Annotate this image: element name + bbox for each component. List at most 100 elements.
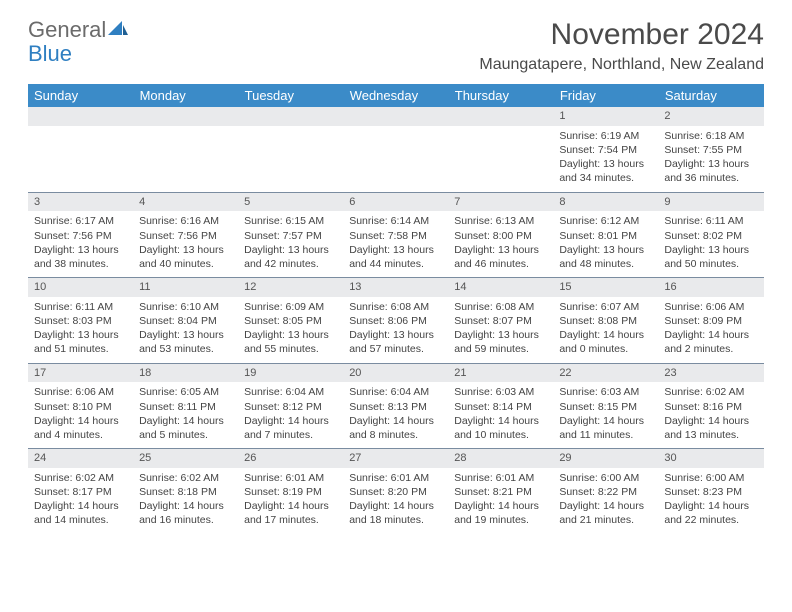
day-details: Sunrise: 6:07 AMSunset: 8:08 PMDaylight:… <box>553 297 658 363</box>
day-details: Sunrise: 6:12 AMSunset: 8:01 PMDaylight:… <box>553 211 658 277</box>
day-number: 13 <box>343 278 448 297</box>
day-details: Sunrise: 6:08 AMSunset: 8:06 PMDaylight:… <box>343 297 448 363</box>
day-details: Sunrise: 6:03 AMSunset: 8:14 PMDaylight:… <box>448 382 553 448</box>
day-number: 6 <box>343 193 448 212</box>
weekday-header: Tuesday <box>238 84 343 107</box>
calendar-cell: 1Sunrise: 6:19 AMSunset: 7:54 PMDaylight… <box>553 107 658 192</box>
day-number: 29 <box>553 449 658 468</box>
day-details: Sunrise: 6:11 AMSunset: 8:02 PMDaylight:… <box>658 211 763 277</box>
day-number: 16 <box>658 278 763 297</box>
calendar-cell: 21Sunrise: 6:03 AMSunset: 8:14 PMDayligh… <box>448 363 553 449</box>
day-details: Sunrise: 6:08 AMSunset: 8:07 PMDaylight:… <box>448 297 553 363</box>
day-number: 25 <box>133 449 238 468</box>
day-details: Sunrise: 6:02 AMSunset: 8:18 PMDaylight:… <box>133 468 238 534</box>
day-details: Sunrise: 6:00 AMSunset: 8:22 PMDaylight:… <box>553 468 658 534</box>
day-number: 4 <box>133 193 238 212</box>
header: General Blue November 2024 Maungatapere,… <box>28 18 764 74</box>
day-details: Sunrise: 6:19 AMSunset: 7:54 PMDaylight:… <box>553 126 658 192</box>
calendar-table: SundayMondayTuesdayWednesdayThursdayFrid… <box>28 84 764 534</box>
day-number: 30 <box>658 449 763 468</box>
day-number: 18 <box>133 364 238 383</box>
day-details: Sunrise: 6:09 AMSunset: 8:05 PMDaylight:… <box>238 297 343 363</box>
calendar-cell: 2Sunrise: 6:18 AMSunset: 7:55 PMDaylight… <box>658 107 763 192</box>
calendar-cell: 16Sunrise: 6:06 AMSunset: 8:09 PMDayligh… <box>658 278 763 364</box>
calendar-cell: 24Sunrise: 6:02 AMSunset: 8:17 PMDayligh… <box>28 449 133 534</box>
month-title: November 2024 <box>479 18 764 52</box>
day-details: Sunrise: 6:06 AMSunset: 8:10 PMDaylight:… <box>28 382 133 448</box>
day-number: 1 <box>553 107 658 126</box>
day-number: 22 <box>553 364 658 383</box>
day-details: Sunrise: 6:14 AMSunset: 7:58 PMDaylight:… <box>343 211 448 277</box>
day-number: 14 <box>448 278 553 297</box>
calendar-cell: 29Sunrise: 6:00 AMSunset: 8:22 PMDayligh… <box>553 449 658 534</box>
brand-general: General <box>28 17 106 42</box>
day-number: 27 <box>343 449 448 468</box>
calendar-cell: 4Sunrise: 6:16 AMSunset: 7:56 PMDaylight… <box>133 192 238 278</box>
calendar-cell: 17Sunrise: 6:06 AMSunset: 8:10 PMDayligh… <box>28 363 133 449</box>
day-details: Sunrise: 6:05 AMSunset: 8:11 PMDaylight:… <box>133 382 238 448</box>
day-details: Sunrise: 6:01 AMSunset: 8:20 PMDaylight:… <box>343 468 448 534</box>
day-number: 7 <box>448 193 553 212</box>
calendar-cell: 18Sunrise: 6:05 AMSunset: 8:11 PMDayligh… <box>133 363 238 449</box>
day-number: 23 <box>658 364 763 383</box>
day-details: Sunrise: 6:01 AMSunset: 8:21 PMDaylight:… <box>448 468 553 534</box>
calendar-cell: 25Sunrise: 6:02 AMSunset: 8:18 PMDayligh… <box>133 449 238 534</box>
day-number: 28 <box>448 449 553 468</box>
calendar-cell: 7Sunrise: 6:13 AMSunset: 8:00 PMDaylight… <box>448 192 553 278</box>
logo-sail-icon <box>108 21 128 42</box>
calendar-cell: 23Sunrise: 6:02 AMSunset: 8:16 PMDayligh… <box>658 363 763 449</box>
day-number: 8 <box>553 193 658 212</box>
calendar-cell: 10Sunrise: 6:11 AMSunset: 8:03 PMDayligh… <box>28 278 133 364</box>
calendar-cell: 27Sunrise: 6:01 AMSunset: 8:20 PMDayligh… <box>343 449 448 534</box>
weekday-header: Thursday <box>448 84 553 107</box>
calendar-cell <box>28 107 133 192</box>
location: Maungatapere, Northland, New Zealand <box>479 56 764 74</box>
calendar-cell: 3Sunrise: 6:17 AMSunset: 7:56 PMDaylight… <box>28 192 133 278</box>
day-number: 26 <box>238 449 343 468</box>
day-number: 19 <box>238 364 343 383</box>
brand-logo: General Blue <box>28 18 128 66</box>
weekday-header: Saturday <box>658 84 763 107</box>
calendar-cell: 14Sunrise: 6:08 AMSunset: 8:07 PMDayligh… <box>448 278 553 364</box>
calendar-cell <box>448 107 553 192</box>
day-details: Sunrise: 6:18 AMSunset: 7:55 PMDaylight:… <box>658 126 763 192</box>
day-details: Sunrise: 6:00 AMSunset: 8:23 PMDaylight:… <box>658 468 763 534</box>
day-details: Sunrise: 6:06 AMSunset: 8:09 PMDaylight:… <box>658 297 763 363</box>
day-number: 15 <box>553 278 658 297</box>
day-details: Sunrise: 6:10 AMSunset: 8:04 PMDaylight:… <box>133 297 238 363</box>
calendar-cell: 5Sunrise: 6:15 AMSunset: 7:57 PMDaylight… <box>238 192 343 278</box>
brand-blue: Blue <box>28 41 72 66</box>
calendar-cell <box>238 107 343 192</box>
calendar-cell: 8Sunrise: 6:12 AMSunset: 8:01 PMDaylight… <box>553 192 658 278</box>
day-number: 3 <box>28 193 133 212</box>
calendar-cell: 12Sunrise: 6:09 AMSunset: 8:05 PMDayligh… <box>238 278 343 364</box>
day-number: 20 <box>343 364 448 383</box>
day-details: Sunrise: 6:17 AMSunset: 7:56 PMDaylight:… <box>28 211 133 277</box>
day-details: Sunrise: 6:02 AMSunset: 8:17 PMDaylight:… <box>28 468 133 534</box>
day-number: 12 <box>238 278 343 297</box>
day-details: Sunrise: 6:02 AMSunset: 8:16 PMDaylight:… <box>658 382 763 448</box>
calendar-cell <box>343 107 448 192</box>
day-details: Sunrise: 6:01 AMSunset: 8:19 PMDaylight:… <box>238 468 343 534</box>
day-number: 5 <box>238 193 343 212</box>
calendar-cell: 20Sunrise: 6:04 AMSunset: 8:13 PMDayligh… <box>343 363 448 449</box>
calendar-cell: 28Sunrise: 6:01 AMSunset: 8:21 PMDayligh… <box>448 449 553 534</box>
calendar-cell: 26Sunrise: 6:01 AMSunset: 8:19 PMDayligh… <box>238 449 343 534</box>
calendar-cell: 11Sunrise: 6:10 AMSunset: 8:04 PMDayligh… <box>133 278 238 364</box>
day-details: Sunrise: 6:15 AMSunset: 7:57 PMDaylight:… <box>238 211 343 277</box>
weekday-header: Wednesday <box>343 84 448 107</box>
day-details: Sunrise: 6:04 AMSunset: 8:12 PMDaylight:… <box>238 382 343 448</box>
calendar-cell: 15Sunrise: 6:07 AMSunset: 8:08 PMDayligh… <box>553 278 658 364</box>
calendar-cell: 9Sunrise: 6:11 AMSunset: 8:02 PMDaylight… <box>658 192 763 278</box>
day-number: 17 <box>28 364 133 383</box>
weekday-header: Friday <box>553 84 658 107</box>
day-details: Sunrise: 6:03 AMSunset: 8:15 PMDaylight:… <box>553 382 658 448</box>
day-number: 21 <box>448 364 553 383</box>
day-number: 2 <box>658 107 763 126</box>
day-details: Sunrise: 6:11 AMSunset: 8:03 PMDaylight:… <box>28 297 133 363</box>
day-number: 24 <box>28 449 133 468</box>
day-details: Sunrise: 6:04 AMSunset: 8:13 PMDaylight:… <box>343 382 448 448</box>
day-number: 11 <box>133 278 238 297</box>
calendar-cell: 6Sunrise: 6:14 AMSunset: 7:58 PMDaylight… <box>343 192 448 278</box>
day-details: Sunrise: 6:16 AMSunset: 7:56 PMDaylight:… <box>133 211 238 277</box>
